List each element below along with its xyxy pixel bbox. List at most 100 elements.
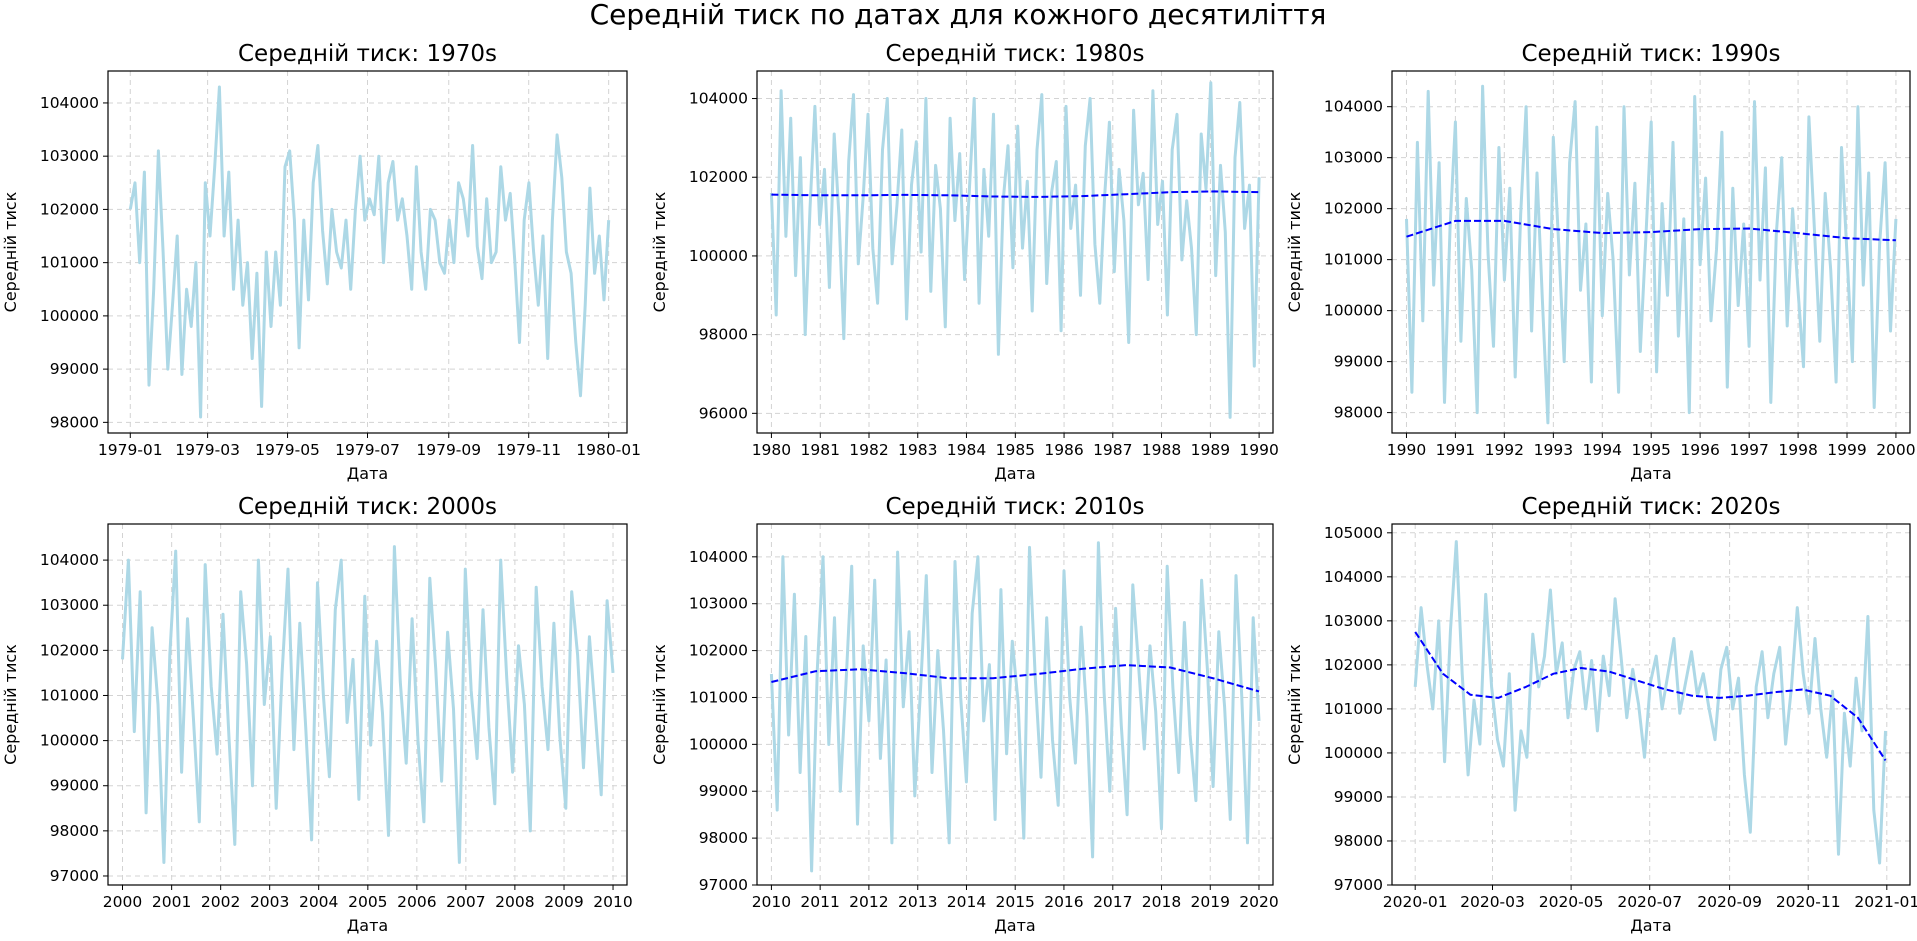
x-tick-label: 1993 (1534, 441, 1573, 459)
panel-title: Середній тиск: 2000s (238, 494, 497, 520)
x-tick-label: 2008 (495, 893, 534, 911)
x-tick-label: 1986 (1044, 441, 1083, 459)
y-tick-label: 100000 (689, 735, 748, 753)
y-tick-label: 102000 (689, 168, 748, 186)
x-tick-label: 2002 (201, 893, 240, 911)
x-tick-label: 2005 (348, 893, 387, 911)
y-tick-label: 100000 (1324, 744, 1383, 762)
y-tick-label: 104000 (1324, 568, 1383, 586)
x-tick-label: 1989 (1191, 441, 1230, 459)
series-group (128, 85, 611, 419)
x-tick-label: 2000 (103, 893, 142, 911)
y-tick-label: 99000 (50, 777, 99, 795)
panel-title: Середній тиск: 2010s (885, 494, 1144, 520)
x-axis-label: Дата (347, 464, 388, 483)
y-tick-label: 101000 (40, 686, 99, 704)
y-tick-label: 101000 (1324, 700, 1383, 718)
y-tick-label: 99000 (1334, 788, 1383, 806)
trend-line (771, 190, 1260, 198)
axes-frame (1391, 523, 1911, 886)
y-tick-label: 103000 (1324, 612, 1383, 630)
panel-title: Середній тиск: 1970s (238, 41, 497, 67)
panel-0: 1979-01 1979-03 1979-05 1979-07 1979-09 1979-… (1, 41, 641, 483)
trend-line (771, 664, 1260, 693)
y-axis-label: Середній тиск (650, 191, 669, 312)
y-tick-label: 98000 (1334, 404, 1383, 422)
x-tick-label: 1999 (1827, 441, 1866, 459)
x-tick-label: 2013 (898, 893, 937, 911)
y-tick-label: 102000 (40, 200, 99, 218)
x-tick-label: 2021-01 (1854, 893, 1917, 911)
y-tick-label: 102000 (40, 641, 99, 659)
x-tick-label: 1980-01 (576, 441, 641, 459)
panel-4: 2010 2011 2012 2013 2014 2015 2016 2017 2018 2019… (650, 494, 1279, 935)
x-tick-label: 2018 (1142, 893, 1181, 911)
x-tick-label: 1990 (1239, 441, 1278, 459)
x-axis-label: Дата (1630, 916, 1671, 935)
y-tick-label: 100000 (40, 307, 99, 325)
x-tick-label: 2004 (299, 893, 338, 911)
x-tick-label: 1982 (849, 441, 888, 459)
y-tick-label: 99000 (1334, 353, 1383, 371)
y-tick-label: 101000 (689, 688, 748, 706)
y-tick-label: 100000 (40, 732, 99, 750)
pressure-line (1405, 84, 1898, 425)
x-tick-label: 1998 (1778, 441, 1817, 459)
x-tick-label: 2019 (1191, 893, 1230, 911)
x-tick-label: 2000 (1876, 441, 1915, 459)
pressure-line (128, 85, 611, 419)
x-tick-label: 2010 (752, 893, 791, 911)
y-tick-label: 103000 (1324, 149, 1383, 167)
y-tick-label: 104000 (689, 548, 748, 566)
y-axis-label: Середній тиск (1, 191, 20, 312)
y-tick-label: 99000 (699, 782, 748, 800)
y-tick-label: 102000 (1324, 656, 1383, 674)
x-tick-label: 2011 (800, 893, 839, 911)
panel-title: Середній тиск: 1990s (1521, 41, 1780, 67)
x-tick-label: 1997 (1729, 441, 1768, 459)
x-tick-label: 2020-01 (1383, 893, 1448, 911)
y-axis-label: Середній тиск (1285, 191, 1304, 312)
y-tick-label: 100000 (689, 247, 748, 265)
x-tick-label: 2007 (446, 893, 485, 911)
x-tick-label: 2014 (947, 893, 986, 911)
x-tick-label: 1995 (1631, 441, 1670, 459)
y-tick-label: 96000 (699, 404, 748, 422)
y-tick-label: 101000 (1324, 251, 1383, 269)
x-tick-label: 1981 (801, 441, 840, 459)
y-tick-label: 104000 (1324, 98, 1383, 116)
panel-2: 1990 1991 1992 1993 1994 1995 1996 1997 1998 1999… (1285, 41, 1916, 483)
figure-suptitle: Середній тиск по датах для кожного десят… (590, 0, 1327, 31)
x-tick-label: 2017 (1093, 893, 1132, 911)
panel-1: 1980 1981 1982 1983 1984 1985 1986 1987 1988 1989… (650, 41, 1279, 483)
x-tick-label: 2016 (1044, 893, 1083, 911)
y-axis-label: Середній тиск (1, 644, 20, 765)
x-axis-label: Дата (994, 464, 1035, 483)
x-tick-label: 2020-07 (1617, 893, 1682, 911)
x-tick-label: 1994 (1583, 441, 1622, 459)
x-tick-label: 1983 (898, 441, 937, 459)
panel-title: Середній тиск: 2020s (1521, 494, 1780, 520)
x-tick-label: 1979-11 (496, 441, 561, 459)
pressure-line (121, 545, 615, 864)
panel-title: Середній тиск: 1980s (885, 41, 1144, 67)
y-tick-label: 98000 (699, 829, 748, 847)
x-tick-label: 1979-01 (98, 441, 163, 459)
x-tick-label: 2015 (995, 893, 1034, 911)
y-tick-label: 104000 (40, 551, 99, 569)
x-tick-label: 1996 (1680, 441, 1719, 459)
y-tick-label: 103000 (40, 147, 99, 165)
x-tick-label: 1988 (1142, 441, 1181, 459)
series-group (769, 81, 1261, 419)
y-tick-label: 103000 (689, 595, 748, 613)
x-axis-label: Дата (1630, 464, 1671, 483)
x-tick-label: 1992 (1485, 441, 1524, 459)
x-tick-label: 2020-11 (1776, 893, 1841, 911)
x-tick-label: 2012 (849, 893, 888, 911)
panel-3: 2000 2001 2002 2003 2004 2005 2006 2007 2008 2009… (1, 494, 633, 935)
y-tick-label: 105000 (1324, 524, 1383, 542)
y-tick-label: 102000 (689, 642, 748, 660)
y-tick-label: 97000 (1334, 876, 1383, 894)
